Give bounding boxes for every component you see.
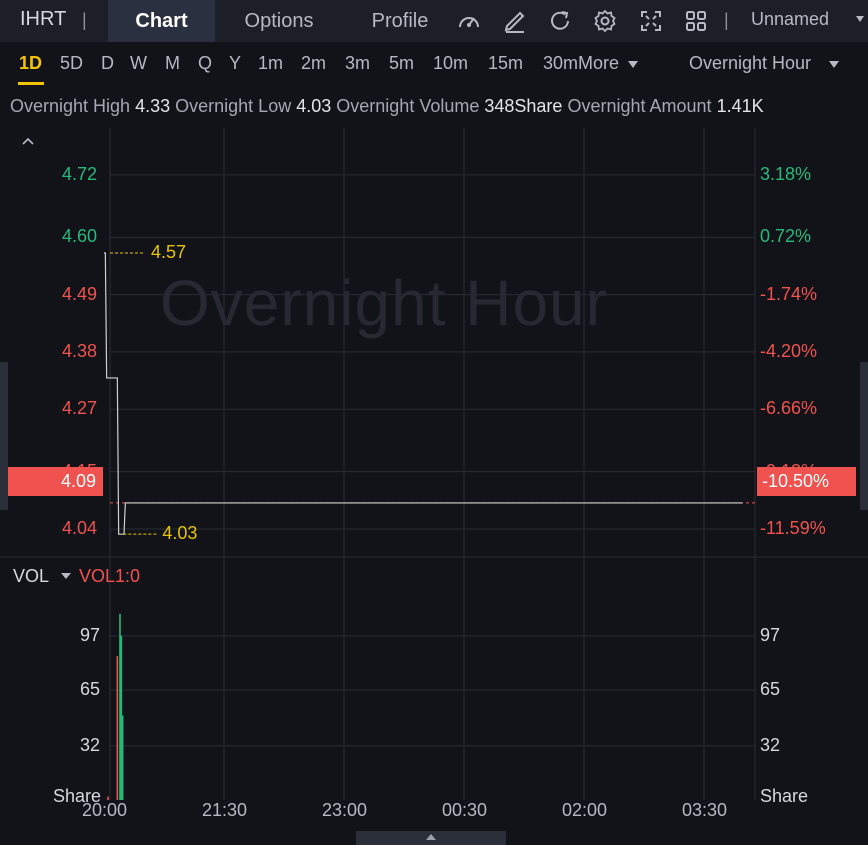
- volume-dropdown-icon[interactable]: [61, 573, 71, 579]
- time-tick-label: 23:00: [322, 800, 368, 820]
- ticker-symbol[interactable]: IHRT: [20, 8, 67, 30]
- price-line: [104, 252, 743, 535]
- price-tick-label: 4.27: [62, 398, 98, 419]
- percent-tick-label: 0.72%: [760, 226, 812, 247]
- volume-unit-right: Share: [760, 786, 809, 806]
- session-selector[interactable]: Overnight Hour: [689, 53, 812, 73]
- volume-tick-right: 65: [760, 679, 781, 699]
- period-d[interactable]: D: [101, 53, 114, 73]
- draw-pen-icon[interactable]: [502, 8, 528, 34]
- volume-tick-right: 97: [760, 624, 781, 645]
- workspace-dropdown-icon[interactable]: [856, 16, 864, 22]
- session-watermark: Overnight Hour: [160, 267, 608, 339]
- overnight-high-value: 4.33: [135, 96, 171, 116]
- period-m[interactable]: M: [165, 53, 180, 73]
- overnight-volume-label: Overnight Volume: [336, 96, 480, 116]
- period-w[interactable]: W: [130, 53, 147, 73]
- period-5d[interactable]: 5D: [60, 53, 84, 73]
- workspace-selector[interactable]: Unnamed: [751, 9, 830, 29]
- volume-unit-left: Share: [53, 786, 102, 806]
- indicator-gauge-icon[interactable]: [456, 8, 482, 34]
- refresh-icon[interactable]: [547, 8, 573, 34]
- price-tick-label: 4.38: [62, 340, 98, 361]
- period-10m[interactable]: 10m: [433, 53, 469, 73]
- tab-chart[interactable]: Chart: [108, 0, 215, 42]
- volume-tick-left: 65: [80, 679, 101, 699]
- volume-indicator: VOL1:0: [79, 566, 141, 586]
- overnight-amount-label: Overnight Amount: [567, 96, 712, 116]
- tab-profile[interactable]: Profile: [371, 10, 429, 32]
- low-marker-label: 4.03: [162, 523, 198, 544]
- period-15m[interactable]: 15m: [488, 53, 524, 73]
- overnight-low-value: 4.03: [296, 96, 332, 116]
- current-change-tag: -10.50%: [757, 467, 856, 496]
- overnight-volume-value: 348Share: [484, 96, 563, 116]
- volume-tick-left: 97: [80, 624, 101, 645]
- volume-tick-right: 32: [760, 734, 781, 755]
- percent-tick-label: -11.59%: [760, 517, 826, 538]
- top-bar: IHRT | Chart Options Profile | Unnamed: [0, 0, 868, 42]
- overnight-low-label: Overnight Low: [175, 96, 292, 116]
- time-tick-label: 00:30: [442, 800, 488, 820]
- overnight-high-label: Overnight High: [10, 96, 131, 116]
- left-panel-handle[interactable]: [0, 362, 8, 510]
- more-dropdown-icon[interactable]: [628, 61, 638, 68]
- collapse-up-icon[interactable]: [20, 134, 36, 148]
- tab-options[interactable]: Options: [244, 10, 314, 32]
- percent-tick-label: -4.20%: [760, 340, 818, 361]
- price-tick-label: 4.72: [62, 163, 98, 184]
- ticker-separator: |: [82, 10, 87, 30]
- time-tick-label: 20:00: [82, 800, 128, 820]
- volume-title[interactable]: VOL: [13, 566, 50, 586]
- fullscreen-icon[interactable]: [638, 8, 664, 34]
- percent-tick-label: -6.66%: [760, 398, 818, 419]
- period-q[interactable]: Q: [198, 53, 213, 73]
- percent-tick-label: -1.74%: [760, 283, 818, 304]
- expand-up-icon[interactable]: [426, 834, 436, 840]
- period-2m[interactable]: 2m: [301, 53, 327, 73]
- high-marker-label: 4.57: [151, 241, 187, 262]
- session-dropdown-icon[interactable]: [829, 61, 839, 68]
- period-5m[interactable]: 5m: [389, 53, 415, 73]
- volume-tick-left: 32: [80, 734, 101, 755]
- overnight-amount-value: 1.41K: [716, 96, 764, 116]
- session-stats: Overnight High 4.33 Overnight Low 4.03 O…: [10, 96, 764, 117]
- period-30m[interactable]: 30m: [543, 53, 579, 73]
- active-period-underline: [18, 82, 44, 85]
- percent-tick-label: 3.18%: [760, 163, 812, 184]
- time-tick-label: 02:00: [562, 800, 608, 820]
- toolbar-separator: |: [724, 10, 729, 30]
- period-bar: 1D 5D D W M Q Y 1m 2m 3m 5m 10m 15m 30m …: [0, 42, 868, 86]
- more-periods-button[interactable]: More: [578, 53, 620, 73]
- settings-gear-icon[interactable]: [592, 8, 618, 34]
- price-tick-label: 4.04: [62, 517, 98, 538]
- time-tick-label: 03:30: [682, 800, 728, 820]
- time-tick-label: 21:30: [202, 800, 248, 820]
- layout-grid-icon[interactable]: [683, 8, 709, 34]
- period-y[interactable]: Y: [229, 53, 242, 73]
- bottom-panel-handle[interactable]: [356, 831, 506, 845]
- current-price-tag: 4.09: [8, 467, 103, 496]
- period-3m[interactable]: 3m: [345, 53, 371, 73]
- right-panel-handle[interactable]: [860, 362, 868, 510]
- period-1d[interactable]: 1D: [19, 53, 43, 73]
- price-tick-label: 4.49: [62, 283, 98, 304]
- price-tick-label: 4.60: [62, 226, 98, 247]
- period-1m[interactable]: 1m: [258, 53, 284, 73]
